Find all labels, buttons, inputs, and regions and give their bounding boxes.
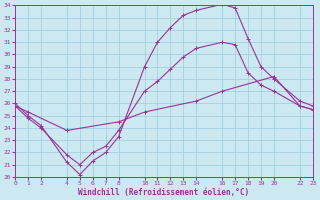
X-axis label: Windchill (Refroidissement éolien,°C): Windchill (Refroidissement éolien,°C) [78,188,250,197]
